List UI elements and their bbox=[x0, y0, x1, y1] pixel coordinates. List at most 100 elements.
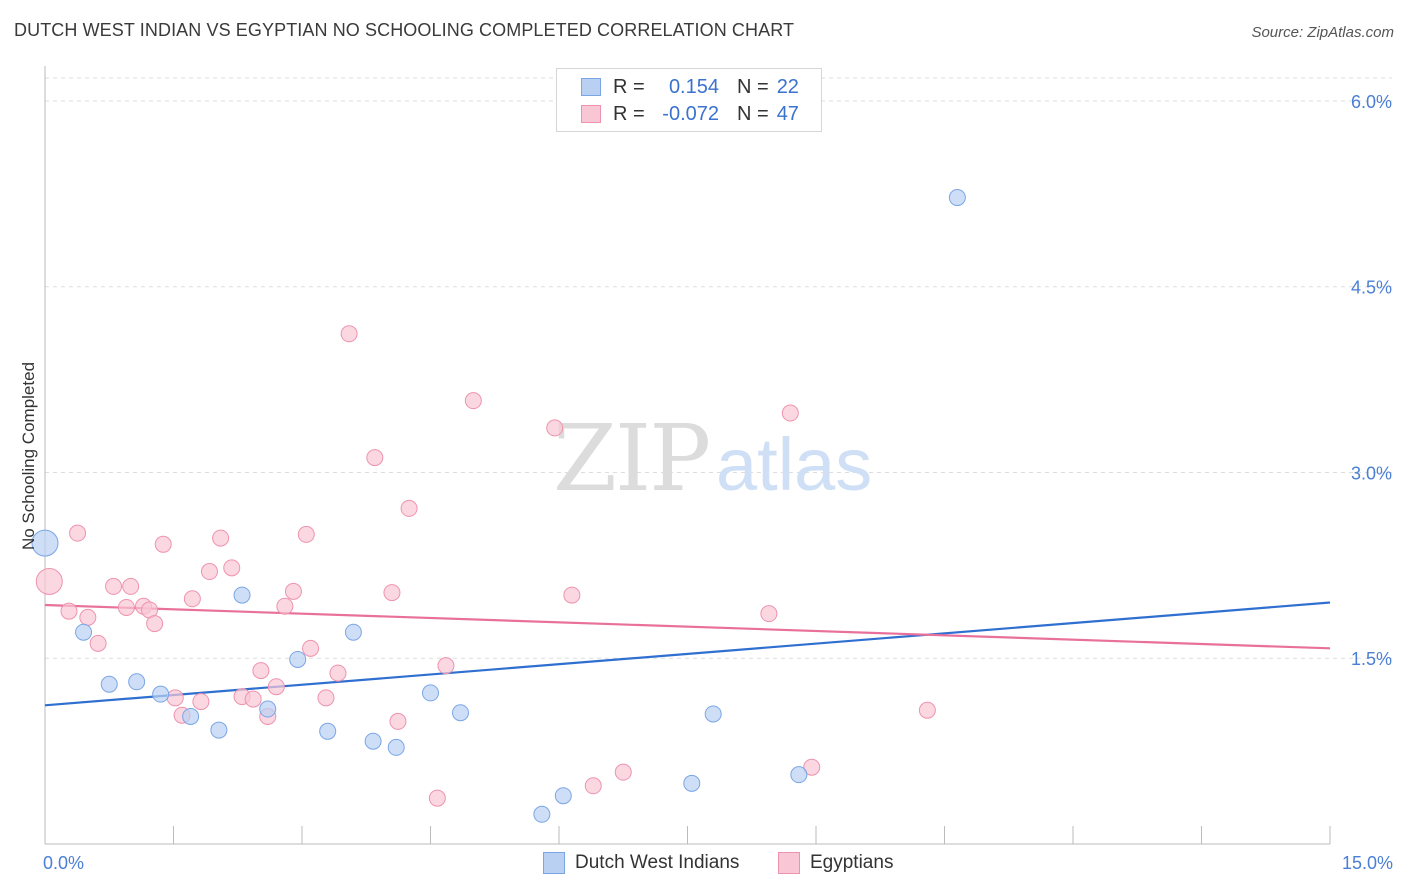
point-egyptian bbox=[563, 586, 581, 604]
point-egyptian bbox=[183, 590, 201, 608]
point-egyptian bbox=[366, 449, 384, 467]
point-egyptian bbox=[760, 605, 778, 623]
point-egyptian bbox=[340, 325, 358, 343]
point-egyptian bbox=[614, 763, 632, 781]
point-dutch-west-indian bbox=[451, 704, 469, 722]
series-swatch-pink bbox=[778, 852, 800, 874]
point-dutch-west-indian bbox=[128, 673, 146, 691]
y-axis-label: No Schooling Completed bbox=[19, 362, 38, 550]
point-egyptian bbox=[803, 758, 821, 776]
tick-labels: 1.5% 3.0% 4.5% 6.0% 0.0% 15.0% bbox=[43, 92, 1393, 873]
point-egyptian bbox=[69, 524, 87, 542]
source-credit: Source: ZipAtlas.com bbox=[1251, 24, 1394, 41]
point-egyptian bbox=[105, 577, 123, 595]
legend-n-value: 22 bbox=[776, 75, 799, 98]
trend-line-dutch-west-indians bbox=[44, 601, 1331, 707]
point-egyptian bbox=[918, 701, 936, 719]
point-egyptian bbox=[244, 690, 262, 708]
y-tick-label: 6.0% bbox=[1351, 92, 1392, 112]
watermark-zip: ZIP bbox=[553, 405, 709, 512]
watermark: ZIP atlas bbox=[553, 405, 872, 512]
point-egyptian bbox=[781, 404, 799, 422]
point-egyptian bbox=[146, 615, 164, 633]
point-dutch-west-indian bbox=[554, 787, 572, 805]
point-egyptian bbox=[192, 693, 210, 711]
point-dutch-west-indian bbox=[100, 675, 118, 693]
series-legend-egyptians: Egyptians bbox=[778, 852, 893, 874]
trend-line-egyptians bbox=[44, 603, 1331, 650]
point-dutch-west-indian bbox=[422, 684, 439, 702]
watermark-atlas: atlas bbox=[716, 423, 872, 506]
series-swatch-blue bbox=[543, 852, 565, 874]
legend-r-label: R = bbox=[613, 102, 645, 125]
point-egyptian bbox=[329, 664, 347, 682]
point-dutch-west-indian bbox=[319, 722, 337, 740]
point-dutch-west-indian bbox=[289, 650, 307, 668]
point-dutch-west-indian bbox=[683, 774, 701, 792]
point-egyptian bbox=[252, 662, 270, 680]
point-egyptian bbox=[284, 582, 302, 600]
point-egyptian bbox=[317, 689, 335, 707]
legend-row-dutch-west-indians: R = 0.154 N = 22 bbox=[581, 75, 799, 99]
point-egyptian bbox=[584, 777, 602, 795]
point-egyptian bbox=[154, 535, 172, 553]
legend-n-label: N = bbox=[737, 75, 769, 98]
point-dutch-west-indian bbox=[31, 529, 59, 557]
point-egyptian bbox=[276, 597, 294, 615]
data-points bbox=[31, 189, 966, 823]
legend-n-value: 47 bbox=[776, 102, 799, 125]
point-egyptian bbox=[122, 577, 140, 595]
point-egyptian bbox=[212, 529, 230, 547]
point-egyptian bbox=[267, 678, 285, 696]
point-egyptian bbox=[400, 499, 418, 517]
legend-row-egyptians: R = -0.072 N = 47 bbox=[581, 102, 799, 126]
point-egyptian bbox=[200, 563, 218, 581]
point-egyptian bbox=[302, 639, 320, 657]
point-egyptian bbox=[389, 712, 407, 730]
point-egyptian bbox=[437, 657, 455, 675]
legend-swatch-blue bbox=[581, 78, 601, 96]
axes bbox=[44, 66, 1331, 845]
point-egyptian bbox=[297, 525, 315, 543]
point-egyptian bbox=[428, 789, 446, 807]
y-tick-label: 1.5% bbox=[1351, 649, 1392, 669]
point-egyptian bbox=[546, 419, 564, 437]
legend-r-value: 0.154 bbox=[668, 75, 719, 98]
point-dutch-west-indian bbox=[533, 805, 551, 823]
point-dutch-west-indian bbox=[259, 700, 277, 718]
chart-title: DUTCH WEST INDIAN VS EGYPTIAN NO SCHOOLI… bbox=[14, 20, 795, 40]
point-dutch-west-indian bbox=[790, 766, 808, 784]
point-egyptian bbox=[117, 598, 135, 616]
point-egyptian bbox=[383, 584, 401, 602]
point-dutch-west-indian bbox=[704, 705, 722, 723]
point-egyptian bbox=[166, 689, 184, 707]
y-tick-label: 4.5% bbox=[1351, 278, 1392, 298]
point-dutch-west-indian bbox=[152, 685, 170, 703]
point-dutch-west-indian bbox=[948, 189, 966, 207]
series-legend-dutch-west-indians: Dutch West Indians bbox=[543, 852, 739, 874]
point-egyptian bbox=[464, 392, 482, 410]
point-egyptian bbox=[35, 567, 63, 595]
point-egyptian bbox=[60, 602, 78, 620]
legend-r-label: R = bbox=[613, 75, 645, 98]
point-egyptian bbox=[223, 559, 241, 577]
y-tick-label: 3.0% bbox=[1351, 463, 1392, 483]
point-dutch-west-indian bbox=[344, 623, 362, 641]
correlation-legend: R = 0.154 N = 22 R = -0.072 N = 47 bbox=[556, 68, 822, 132]
point-dutch-west-indian bbox=[364, 732, 382, 750]
point-egyptian bbox=[79, 608, 97, 626]
point-dutch-west-indian bbox=[75, 623, 93, 641]
point-dutch-west-indian bbox=[182, 707, 200, 725]
legend-r-value: -0.072 bbox=[662, 102, 719, 125]
point-dutch-west-indian bbox=[210, 721, 228, 739]
series-name: Egyptians bbox=[810, 852, 894, 873]
point-egyptian bbox=[89, 634, 107, 652]
point-dutch-west-indian bbox=[387, 738, 405, 756]
point-dutch-west-indian bbox=[233, 586, 251, 604]
series-name: Dutch West Indians bbox=[575, 852, 740, 873]
legend-swatch-pink bbox=[581, 105, 601, 123]
grid-lines bbox=[45, 77, 1392, 659]
x-tick-label: 15.0% bbox=[1342, 853, 1393, 873]
legend-n-label: N = bbox=[737, 102, 769, 125]
